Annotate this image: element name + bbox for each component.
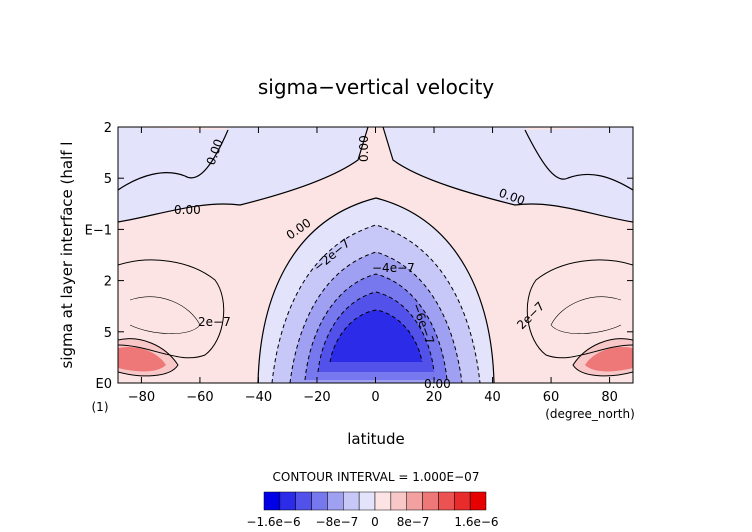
- contour-lines: [118, 127, 633, 383]
- neg-contour-5: [329, 309, 423, 363]
- contour-label: 0.00: [357, 135, 371, 162]
- colorbar-swatch: [327, 491, 344, 511]
- y-axis: 2 5 E−1 2 5 E0: [85, 121, 633, 392]
- upper-right-negative-region: [525, 127, 633, 190]
- central-dome-level-6: [330, 310, 422, 362]
- colorbar-swatch: [422, 491, 439, 511]
- y-axis-label: sigma at layer interface (half l: [58, 142, 76, 369]
- colorbar-tick-label: 8e−7: [397, 515, 430, 529]
- y-unit-label: (1): [92, 400, 109, 414]
- contour-label: 0.00: [174, 203, 201, 217]
- x-tick-label: 60: [543, 390, 560, 405]
- x-tick-label: −80: [128, 390, 155, 405]
- plot-area: 0.00 0.00 0.00 0.00 0.00 0.00 −2e−7 −4e−…: [117, 126, 634, 391]
- colorbar-tick-label: −1.6e−6: [246, 515, 300, 529]
- zero-contour-dome: [257, 197, 495, 383]
- colorbar-swatch: [438, 491, 455, 511]
- contour-label: −4e−7: [372, 261, 415, 275]
- colorbar: [263, 491, 487, 511]
- colorbar-tick-label: −8e−7: [316, 515, 359, 529]
- neg-contour-2: [289, 251, 463, 383]
- neg-contour-3: [304, 273, 448, 381]
- upper-band-left: [118, 127, 368, 222]
- zero-contour-upper-left: [118, 129, 229, 191]
- colorbar-swatch: [374, 491, 392, 511]
- pos-contour-left-thin: [129, 296, 201, 334]
- colorbar-swatch: [263, 491, 281, 511]
- y-tick-label: 2: [104, 275, 112, 290]
- lower-right-positive-2: [585, 346, 633, 372]
- x-tick-label: −40: [245, 390, 272, 405]
- pos-contour-left-inner: [118, 338, 179, 377]
- pos-contour-right: [526, 259, 633, 359]
- y-tick-label: 2: [104, 121, 112, 136]
- y-tick-label: 5: [104, 172, 112, 187]
- colorbar-swatch: [390, 491, 407, 511]
- x-unit-label: (degree_north): [545, 407, 635, 421]
- x-tick-label: 0: [371, 390, 379, 405]
- chart-title: sigma−vertical velocity: [258, 75, 494, 99]
- colorbar-swatch: [295, 491, 312, 511]
- colorbar-swatch: [469, 491, 487, 511]
- zero-contour-left: [118, 127, 369, 223]
- neg-contour-1: [271, 224, 481, 383]
- x-tick-label: 80: [601, 390, 618, 405]
- pos-contour-left: [118, 259, 225, 359]
- pos-contour-right-thin: [550, 296, 622, 334]
- x-tick-label: −20: [303, 390, 330, 405]
- colorbar-swatch: [406, 491, 423, 511]
- upper-band-right: [383, 127, 633, 222]
- y-tick-label: 5: [104, 326, 112, 341]
- y-tick-label: E−1: [85, 223, 112, 238]
- x-tick-label: −60: [186, 390, 213, 405]
- zero-contour-upper-right: [524, 129, 633, 191]
- contour-interval-text: CONTOUR INTERVAL = 1.000E−07: [273, 470, 480, 484]
- colorbar-ticks: −1.6e−6 −8e−7 0 8e−7 1.6e−6: [246, 515, 498, 529]
- neg-contour-4: [317, 291, 435, 373]
- colorbar-tick-label: 1.6e−6: [454, 515, 498, 529]
- y-tick-label: E0: [96, 377, 113, 392]
- colorbar-swatch: [454, 491, 471, 511]
- colorbar-swatch: [311, 491, 328, 511]
- pos-contour-right-inner: [572, 338, 633, 377]
- lower-left-positive-2: [118, 346, 166, 372]
- colorbar-swatch: [343, 491, 360, 511]
- contour-label: 0.00: [424, 377, 451, 391]
- x-tick-label: 20: [426, 390, 443, 405]
- colorbar-swatch: [279, 491, 296, 511]
- colorbar-tick-label: 0: [371, 515, 379, 529]
- x-tick-label: 40: [484, 390, 501, 405]
- zero-contour-right: [382, 127, 633, 223]
- x-axis: −80 −60 −40 −20 0 20 40 60 80: [128, 127, 618, 405]
- contour-label: 2e−7: [198, 315, 231, 329]
- colorbar-swatch: [358, 491, 376, 511]
- x-axis-label: latitude: [347, 430, 405, 448]
